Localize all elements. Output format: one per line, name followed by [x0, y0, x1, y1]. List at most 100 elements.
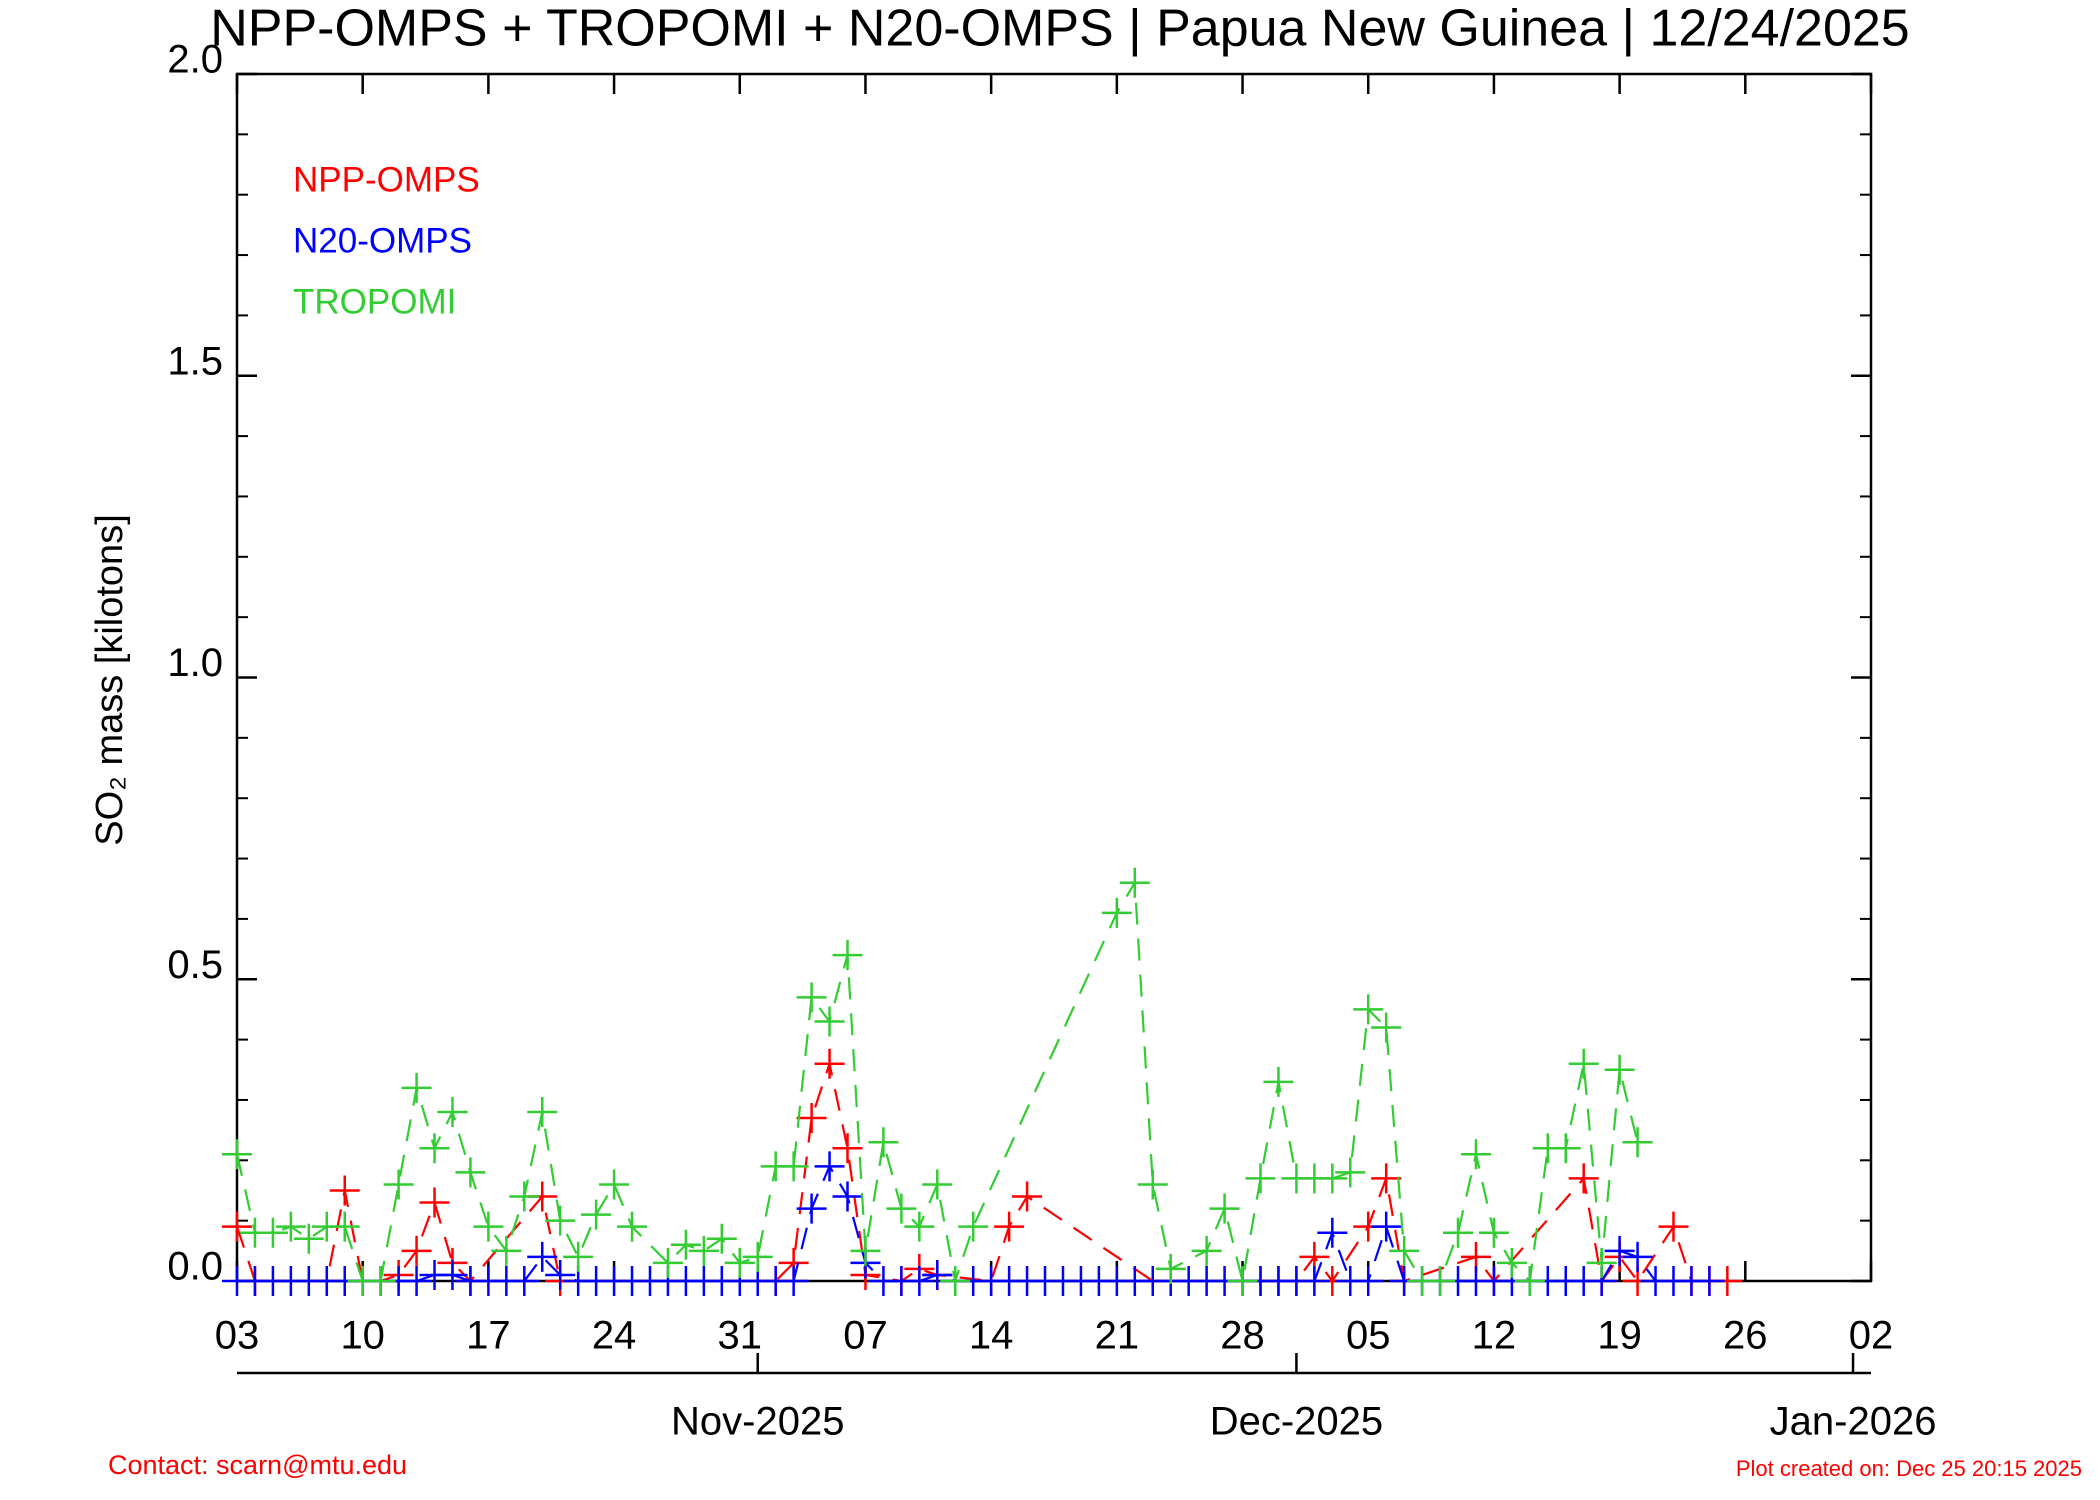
marker [832, 940, 863, 971]
marker [904, 1211, 935, 1242]
marker [1371, 1163, 1402, 1194]
marker [742, 1241, 773, 1272]
x-tick-label: 31 [718, 1314, 763, 1358]
x-tick-label: 17 [466, 1314, 511, 1358]
y-tick-label: 0.5 [167, 943, 223, 987]
marker [1245, 1163, 1276, 1194]
marker [222, 1139, 252, 1170]
marker [527, 1241, 558, 1272]
month-label: Jan-2026 [1770, 1400, 1937, 1444]
marker [1353, 1266, 1384, 1296]
x-tick-label: 21 [1095, 1314, 1140, 1358]
marker [275, 1211, 306, 1242]
marker [652, 1247, 683, 1278]
created-note: Plot created on: Dec 25 20:15 2025 [1736, 1456, 2082, 1481]
marker [1263, 1066, 1294, 1097]
marker [491, 1235, 522, 1266]
marker [293, 1223, 324, 1254]
marker [706, 1223, 737, 1254]
marker [1496, 1247, 1527, 1278]
marker [563, 1241, 594, 1272]
marker [545, 1259, 576, 1290]
marker [1137, 1169, 1168, 1200]
marker [1101, 897, 1132, 928]
marker [527, 1097, 558, 1128]
marker [886, 1193, 917, 1224]
marker [1353, 994, 1384, 1025]
marker [1371, 1211, 1402, 1242]
month-label: Dec-2025 [1210, 1400, 1383, 1444]
marker [437, 1259, 468, 1290]
marker [1119, 867, 1150, 898]
marker [904, 1266, 935, 1296]
marker [778, 1266, 809, 1296]
x-tick-label: 19 [1597, 1314, 1642, 1358]
marker [814, 1006, 845, 1037]
marker [850, 1235, 881, 1266]
y-tick-label: 2.0 [167, 38, 223, 82]
marker [814, 1048, 845, 1079]
x-tick-label: 26 [1723, 1314, 1768, 1358]
x-tick-label: 12 [1472, 1314, 1517, 1358]
marker [1012, 1181, 1043, 1212]
marker [1299, 1266, 1330, 1296]
marker [814, 1151, 845, 1182]
marker [1478, 1217, 1509, 1248]
marker [329, 1175, 360, 1206]
x-tick-label: 07 [843, 1314, 888, 1358]
marker [1622, 1127, 1653, 1158]
x-tick-label: 03 [215, 1314, 260, 1358]
marker [688, 1235, 719, 1266]
month-label: Nov-2025 [671, 1400, 844, 1444]
marker [455, 1157, 486, 1188]
marker [401, 1072, 432, 1103]
marker [796, 982, 827, 1013]
marker [222, 1211, 252, 1242]
legend-entry: NPP-OMPS [293, 160, 480, 199]
marker [599, 1169, 630, 1200]
marker [545, 1205, 576, 1236]
marker [958, 1211, 989, 1242]
marker [617, 1211, 648, 1242]
marker [922, 1259, 953, 1290]
x-tick-label: 24 [592, 1314, 637, 1358]
marker [401, 1235, 432, 1266]
marker [1550, 1133, 1581, 1164]
marker [1658, 1211, 1689, 1242]
marker [868, 1127, 899, 1158]
x-tick-label: 10 [340, 1314, 385, 1358]
marker [419, 1133, 450, 1164]
marker [1317, 1163, 1348, 1194]
marker [1335, 1157, 1366, 1188]
y-axis-title: SO₂ mass [kilotons] [89, 514, 131, 846]
marker [473, 1211, 504, 1242]
y-tick-label: 1.0 [167, 641, 223, 685]
x-tick-label: 28 [1220, 1314, 1265, 1358]
y-tick-label: 0.0 [167, 1245, 223, 1289]
marker [365, 1266, 396, 1296]
marker [1622, 1241, 1653, 1272]
marker [1155, 1253, 1186, 1284]
marker [1209, 1193, 1240, 1224]
marker [796, 1103, 827, 1134]
marker [401, 1266, 432, 1296]
marker [509, 1266, 540, 1296]
marker [670, 1229, 701, 1260]
marker [832, 1133, 863, 1164]
marker [383, 1169, 414, 1200]
y-tick-label: 1.5 [167, 339, 223, 383]
marker [1443, 1217, 1474, 1248]
x-tick-label: 14 [969, 1314, 1014, 1358]
marker [1460, 1139, 1491, 1170]
marker [257, 1217, 288, 1248]
marker [832, 1181, 863, 1212]
marker [922, 1169, 953, 1200]
x-tick-label: 02 [1849, 1314, 1894, 1358]
marker [1371, 1012, 1402, 1043]
marker [994, 1211, 1025, 1242]
marker [581, 1199, 612, 1230]
marker [509, 1181, 540, 1212]
